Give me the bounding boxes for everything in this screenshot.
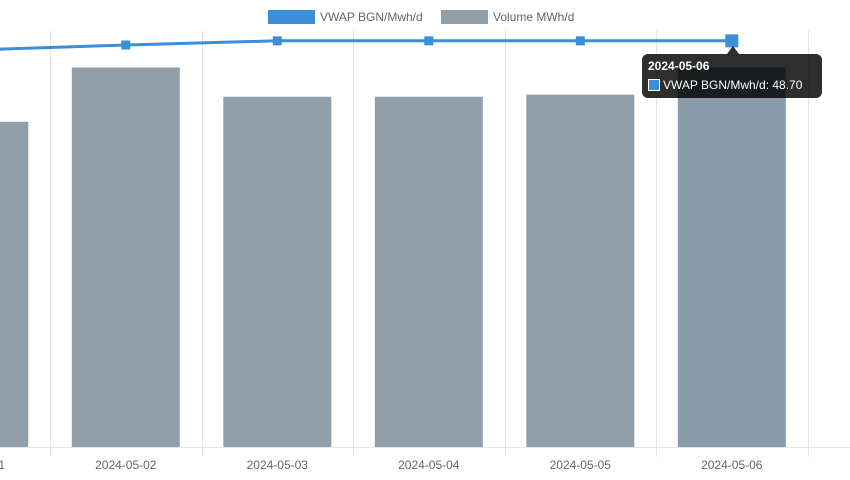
tooltip-label: VWAP BGN/Mwh/d: 48.70 [663, 78, 803, 92]
x-axis: 2024-05-01 2024-05-02 2024-05-03 2024-05-04… [0, 458, 763, 472]
tooltip-caret [727, 46, 739, 54]
volume-bar [71, 67, 180, 447]
legend: VWAP BGN/Mwh/d Volume MWh/d [268, 10, 574, 24]
x-tick-label: 2024-05-05 [550, 458, 612, 472]
legend-swatch [441, 10, 488, 24]
vwap-point [121, 40, 131, 50]
vwap-point [272, 36, 282, 46]
volume-bar [374, 96, 483, 447]
legend-label: VWAP BGN/Mwh/d [320, 10, 423, 24]
tooltip-swatch [648, 79, 660, 91]
legend-label: Volume MWh/d [493, 10, 574, 24]
vwap-line [0, 39, 732, 51]
x-tick-label: 2024-05-06 [701, 458, 763, 472]
grid [0, 30, 850, 457]
line-layer [0, 34, 739, 51]
vwap-point [575, 36, 585, 46]
x-tick-label: 2024-05-02 [95, 458, 157, 472]
bars-layer [0, 67, 786, 448]
tooltip-title: 2024-05-06 [648, 59, 710, 73]
volume-bar [223, 96, 332, 447]
legend-swatch [268, 10, 315, 24]
volume-bar [0, 121, 29, 448]
tooltip-row: VWAP BGN/Mwh/d: 48.70 [648, 78, 816, 92]
x-tick-label: 2024-05-01 [0, 458, 5, 472]
x-tick-label: 2024-05-04 [398, 458, 460, 472]
tooltip: 2024-05-06 VWAP BGN/Mwh/d: 48.70 [642, 54, 822, 98]
volume-bar [677, 67, 786, 447]
x-tick-label: 2024-05-03 [247, 458, 309, 472]
vwap-point [424, 36, 434, 46]
volume-bar [526, 94, 635, 447]
